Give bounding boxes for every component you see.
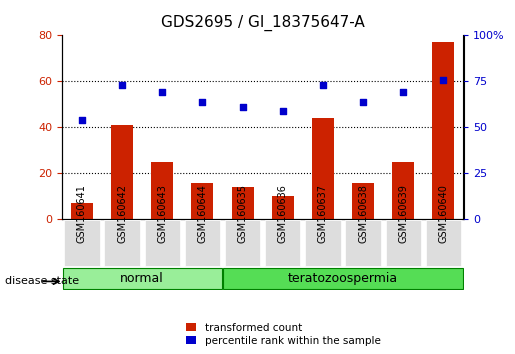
Text: GSM160638: GSM160638 [358, 184, 368, 244]
Point [319, 82, 327, 88]
Point [399, 90, 407, 95]
Bar [272, 196, 294, 219]
FancyBboxPatch shape [426, 221, 461, 266]
Point [198, 99, 207, 104]
FancyBboxPatch shape [63, 268, 221, 289]
Bar [232, 187, 253, 219]
Text: normal: normal [121, 272, 164, 285]
Text: GSM160640: GSM160640 [438, 184, 449, 244]
Text: GSM160643: GSM160643 [157, 184, 167, 244]
Title: GDS2695 / GI_18375647-A: GDS2695 / GI_18375647-A [161, 15, 365, 31]
Text: GSM160637: GSM160637 [318, 184, 328, 244]
FancyBboxPatch shape [346, 221, 381, 266]
FancyBboxPatch shape [185, 221, 220, 266]
FancyBboxPatch shape [225, 221, 260, 266]
Point [238, 104, 247, 110]
Text: teratozoospermia: teratozoospermia [288, 272, 398, 285]
Legend: transformed count, percentile rank within the sample: transformed count, percentile rank withi… [183, 319, 384, 349]
Point [359, 99, 367, 104]
Point [78, 117, 86, 123]
Text: disease state: disease state [5, 276, 79, 286]
FancyBboxPatch shape [265, 221, 300, 266]
FancyBboxPatch shape [64, 221, 99, 266]
Text: GSM160644: GSM160644 [197, 184, 208, 244]
Point [158, 90, 166, 95]
FancyBboxPatch shape [224, 268, 462, 289]
FancyBboxPatch shape [386, 221, 421, 266]
Text: GSM160641: GSM160641 [77, 184, 87, 244]
Text: GSM160635: GSM160635 [237, 184, 248, 244]
Point [279, 108, 287, 114]
Bar [433, 42, 454, 219]
FancyBboxPatch shape [105, 221, 140, 266]
Bar [352, 183, 374, 219]
FancyBboxPatch shape [145, 221, 180, 266]
Point [439, 77, 448, 82]
Bar [312, 118, 334, 219]
Bar [111, 125, 133, 219]
Bar [392, 162, 414, 219]
Text: GSM160636: GSM160636 [278, 184, 288, 244]
Text: GSM160639: GSM160639 [398, 184, 408, 244]
Bar [192, 183, 213, 219]
Bar [71, 203, 93, 219]
FancyBboxPatch shape [305, 221, 340, 266]
Point [118, 82, 126, 88]
Text: GSM160642: GSM160642 [117, 184, 127, 244]
Bar [151, 162, 173, 219]
